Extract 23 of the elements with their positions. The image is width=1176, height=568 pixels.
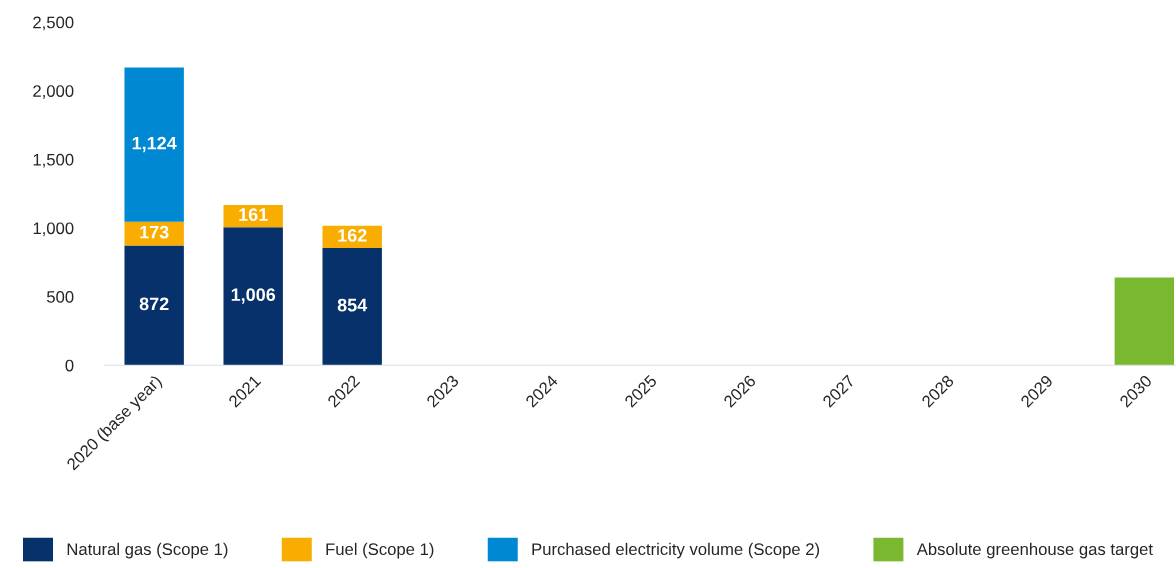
bar — [124, 245, 184, 366]
legend-label: Natural gas (Scope 1) — [67, 542, 228, 559]
data-label: 1,006 — [231, 288, 276, 304]
data-label: 161 — [239, 208, 268, 221]
data-label: 872 — [139, 297, 169, 311]
bar — [223, 227, 283, 366]
data-label: 1,124 — [132, 136, 177, 153]
y-tick-label: 1,500 — [33, 153, 74, 168]
y-tick-label: 500 — [46, 291, 74, 303]
legend-label: Absolute greenhouse gas target — [916, 542, 1153, 559]
data-label: 173 — [140, 225, 169, 239]
bar — [322, 248, 382, 366]
y-tick-label: 2,500 — [33, 16, 74, 31]
y-tick-label: 0 — [65, 359, 74, 372]
bar — [124, 221, 184, 246]
data-label: 854 — [337, 298, 368, 312]
bar — [1114, 277, 1175, 366]
data-label: 162 — [338, 228, 367, 242]
legend-label: Purchased electricity volume (Scope 2) — [532, 542, 820, 559]
bar — [124, 67, 184, 222]
y-tick-label: 1,000 — [33, 222, 74, 237]
y-tick-label: 2,000 — [33, 85, 74, 99]
legend-label: Fuel (Scope 1) — [326, 542, 434, 559]
